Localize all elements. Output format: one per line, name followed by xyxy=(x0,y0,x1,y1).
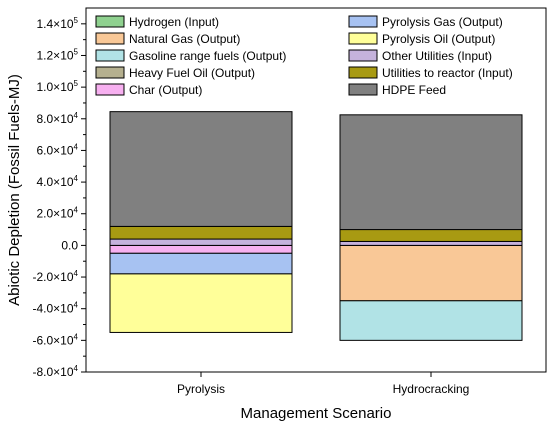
y-tick-label: 0.0 xyxy=(61,238,78,252)
legend-label: Hydrogen (Input) xyxy=(129,15,219,29)
y-tick-label: 8.0×104 xyxy=(37,111,79,126)
y-tick-label: 1.2×105 xyxy=(37,47,79,62)
bar-segment xyxy=(109,111,293,227)
legend-swatch xyxy=(95,83,125,96)
bar-segment xyxy=(109,238,293,246)
legend-swatch xyxy=(95,66,125,79)
x-axis-title: Management Scenario xyxy=(241,405,392,422)
legend-swatch xyxy=(348,83,378,96)
legend-label: Pyrolysis Oil (Output) xyxy=(382,32,495,46)
legend-swatch xyxy=(95,49,125,62)
y-tick-label: -8.0×104 xyxy=(33,364,79,379)
legend-label: Other Utilities (Input) xyxy=(382,49,492,63)
legend-label: HDPE Feed xyxy=(382,83,446,97)
bar-segment xyxy=(339,240,523,246)
legend-swatch xyxy=(348,15,378,28)
x-tick-label: Pyrolysis xyxy=(177,382,225,396)
bar-segment xyxy=(339,229,523,242)
bar-segment xyxy=(109,252,293,275)
legend-label: Natural Gas (Output) xyxy=(129,32,240,46)
y-tick-label: 6.0×104 xyxy=(37,142,79,157)
y-tick-label: 4.0×104 xyxy=(37,174,79,189)
y-tick-label: 1.4×105 xyxy=(37,16,79,31)
legend-label: Gasoline range fuels (Output) xyxy=(129,49,286,63)
bar-segment xyxy=(109,244,293,254)
legend-swatch xyxy=(95,32,125,45)
bar-segment xyxy=(339,300,523,341)
y-tick-label: 1.0×105 xyxy=(37,79,79,94)
y-tick-label: -2.0×104 xyxy=(33,269,79,284)
bar-segment xyxy=(339,244,523,302)
y-axis-title: Abiotic Depletion (Fossil Fuels-MJ) xyxy=(6,74,23,306)
y-tick-label: -4.0×104 xyxy=(33,301,79,316)
bar-segment xyxy=(109,225,293,240)
legend-label: Pyrolysis Gas (Output) xyxy=(382,15,503,29)
legend-label: Heavy Fuel Oil (Output) xyxy=(129,66,255,80)
legend-swatch xyxy=(348,66,378,79)
legend-label: Utilities to reactor (Input) xyxy=(382,66,513,80)
legend-swatch xyxy=(348,49,378,62)
y-tick-label: 2.0×104 xyxy=(37,206,79,221)
y-tick-label: -6.0×104 xyxy=(33,332,79,347)
x-tick-label: Hydrocracking xyxy=(393,382,470,396)
bar-segment xyxy=(339,114,523,231)
plot-frame xyxy=(85,7,547,373)
legend-swatch xyxy=(95,15,125,28)
legend-swatch xyxy=(348,32,378,45)
bar-segment xyxy=(109,273,293,333)
legend-label: Char (Output) xyxy=(129,83,202,97)
